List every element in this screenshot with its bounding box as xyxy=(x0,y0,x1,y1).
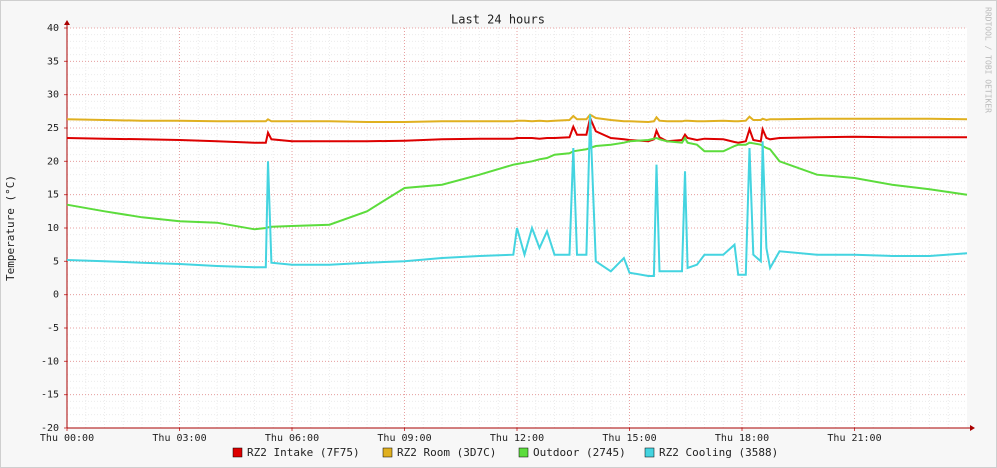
y-tick-label: -5 xyxy=(47,323,59,334)
y-tick-label: 5 xyxy=(53,256,59,267)
x-tick-label: Thu 21:00 xyxy=(827,433,881,444)
legend-swatch xyxy=(382,447,393,458)
y-tick-label: 15 xyxy=(47,190,59,201)
series-line xyxy=(66,114,967,144)
y-tick-label: 35 xyxy=(47,56,59,67)
series-line xyxy=(66,113,968,124)
legend-label: RZ2 Cooling (3588) xyxy=(659,446,778,459)
series-line xyxy=(66,114,968,277)
y-tick-label: 30 xyxy=(47,90,59,101)
y-tick-label: 10 xyxy=(47,223,59,234)
y-tick-label: 0 xyxy=(53,290,59,301)
watermark: RRDTOOL / TOBI OETIKER xyxy=(984,7,993,113)
x-axis-arrow xyxy=(970,425,975,431)
legend-swatch xyxy=(644,447,655,458)
y-tick-label: 40 xyxy=(47,23,59,34)
x-tick-label: Thu 06:00 xyxy=(265,433,319,444)
y-tick-label: 25 xyxy=(47,123,59,134)
y-tick-label: -20 xyxy=(41,423,59,434)
series-line xyxy=(66,136,968,231)
legend-swatch xyxy=(518,447,529,458)
x-tick-label: Thu 00:00 xyxy=(40,433,94,444)
legend-label: RZ2 Intake (7F75) xyxy=(247,446,360,459)
y-axis-arrow xyxy=(64,20,70,25)
legend-swatch xyxy=(232,447,243,458)
y-tick-label: -15 xyxy=(41,390,59,401)
chart-title: Last 24 hours xyxy=(451,13,545,27)
x-tick-label: Thu 03:00 xyxy=(152,433,206,444)
x-tick-label: Thu 15:00 xyxy=(602,433,656,444)
y-tick-label: -10 xyxy=(41,356,59,367)
x-tick-label: Thu 09:00 xyxy=(377,433,431,444)
y-tick-label: 20 xyxy=(47,156,59,167)
legend-label: Outdoor (2745) xyxy=(533,446,626,459)
x-tick-label: Thu 12:00 xyxy=(490,433,544,444)
legend-label: RZ2 Room (3D7C) xyxy=(397,446,496,459)
y-axis-label: Temperature (°C) xyxy=(4,175,17,281)
x-tick-label: Thu 18:00 xyxy=(715,433,769,444)
